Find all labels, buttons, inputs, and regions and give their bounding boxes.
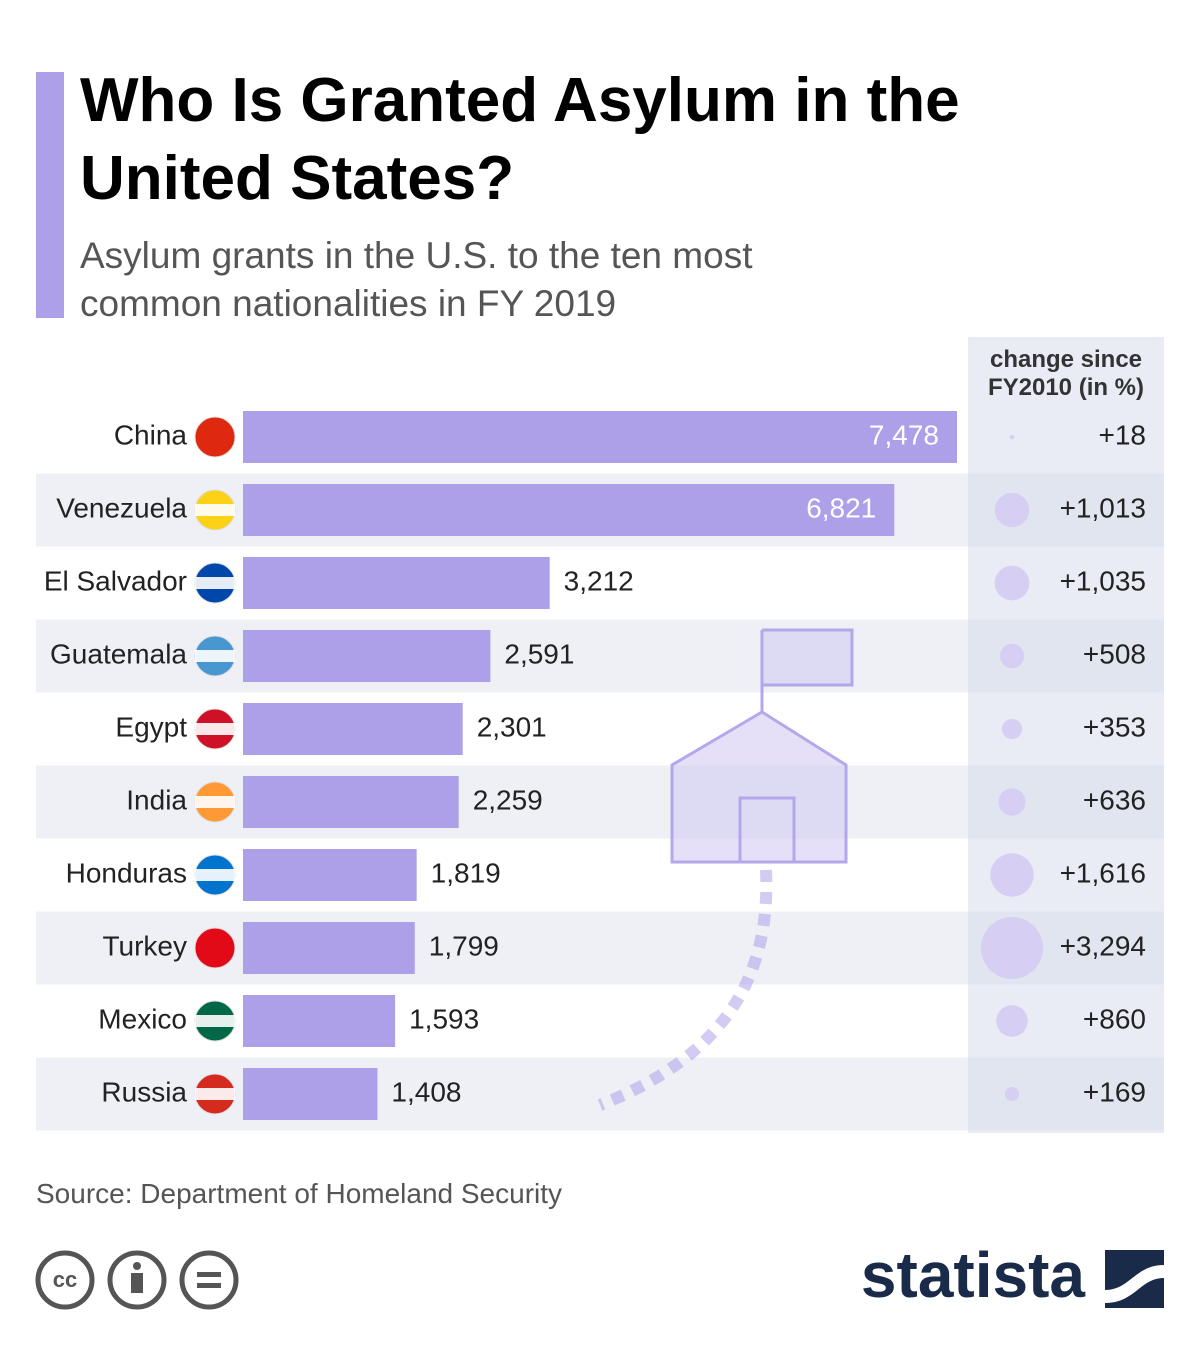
accent-bar: [36, 72, 64, 318]
rows: China 7,478 +18 Venezuela 6,821 +1,013 El Salv…: [36, 411, 1164, 1131]
change-label: +3,294: [1060, 930, 1146, 961]
flag-icon: [194, 1073, 236, 1115]
bar: [243, 411, 957, 463]
value-label: 6,821: [806, 492, 876, 523]
change-label: +18: [1099, 419, 1147, 450]
category-label: Egypt: [115, 711, 187, 742]
flag-circle: [194, 416, 236, 458]
change-bubble: [1001, 718, 1023, 740]
category-label: China: [114, 419, 188, 450]
flag-stripe: [195, 869, 235, 881]
value-label: 2,301: [477, 711, 547, 742]
bar: [243, 849, 417, 901]
bar: [243, 703, 463, 755]
value-label: 2,591: [504, 638, 574, 669]
flag-icon: [194, 781, 236, 823]
flag-icon: [194, 562, 236, 604]
change-label: +636: [1083, 784, 1146, 815]
change-bubble: [994, 565, 1030, 601]
category-label: Russia: [101, 1076, 187, 1107]
category-label: Venezuela: [56, 492, 187, 523]
change-bubble: [981, 917, 1043, 979]
change-label: +353: [1083, 711, 1146, 742]
value-label: 1,593: [409, 1003, 479, 1034]
row-band: [36, 911, 968, 985]
category-label: El Salvador: [44, 565, 187, 596]
change-bubble: [990, 853, 1034, 897]
flag-icon: [194, 416, 236, 458]
flag-circle: [194, 927, 236, 969]
flag-stripe: [195, 1088, 235, 1100]
row-band: [36, 1057, 968, 1131]
category-label: Mexico: [98, 1003, 187, 1034]
flag-icon: [194, 708, 236, 750]
house-illustration: [597, 628, 854, 1111]
license-icons: cc: [35, 1250, 239, 1310]
row-band: [968, 1057, 1164, 1131]
value-label: 1,819: [431, 857, 501, 888]
change-column: [968, 337, 1164, 1133]
flag-stripe: [195, 504, 235, 516]
chart-title: Who Is Granted Asylum in the United Stat…: [80, 66, 960, 213]
category-label: Guatemala: [50, 638, 187, 669]
value-label: 2,259: [473, 784, 543, 815]
change-header: change since FY2010 (in %): [988, 346, 1144, 401]
value-label: 3,212: [564, 565, 634, 596]
value-label: 7,478: [869, 419, 939, 450]
flag-icon: [194, 927, 236, 969]
change-bubble: [1009, 434, 1015, 440]
flag-icon: [194, 489, 236, 531]
change-header-line: FY2010 (in %): [988, 374, 1144, 401]
flag-stripe: [195, 1015, 235, 1027]
flag-stripe: [195, 650, 235, 662]
source: Source: Department of Homeland Security: [36, 1178, 563, 1209]
flag-icon: [194, 854, 236, 896]
svg-text:cc: cc: [53, 1267, 77, 1292]
value-label: 1,408: [391, 1076, 461, 1107]
change-bubble: [999, 643, 1025, 669]
change-label: +1,035: [1060, 565, 1146, 596]
brand-mark: [1105, 1250, 1164, 1308]
change-header-line: change since: [990, 346, 1142, 373]
change-bubble: [1004, 1086, 1020, 1102]
bar: [243, 995, 396, 1047]
change-bubble: [998, 788, 1026, 816]
flag-stripe: [195, 577, 235, 589]
change-bubble: [994, 492, 1030, 528]
category-label: Turkey: [102, 930, 187, 961]
value-label: 1,799: [429, 930, 499, 961]
bar: [243, 484, 895, 536]
chart-subtitle: Asylum grants in the U.S. to the ten mos…: [80, 235, 753, 324]
change-label: +1,013: [1060, 492, 1146, 523]
flag-stripe: [195, 723, 235, 735]
change-label: +508: [1083, 638, 1146, 669]
bar: [243, 630, 491, 682]
flag-icon: [194, 1000, 236, 1042]
change-label: +169: [1083, 1076, 1146, 1107]
bar: [243, 776, 459, 828]
change-bubble: [996, 1005, 1028, 1037]
change-label: +1,616: [1060, 857, 1146, 888]
category-label: India: [126, 784, 187, 815]
flag-icon: [194, 635, 236, 677]
bar: [243, 557, 550, 609]
category-label: Honduras: [66, 857, 187, 888]
brand-logo: statista: [861, 1239, 1086, 1311]
change-label: +860: [1083, 1003, 1146, 1034]
bar: [243, 922, 415, 974]
bar: [243, 1068, 378, 1120]
flag-stripe: [195, 796, 235, 808]
